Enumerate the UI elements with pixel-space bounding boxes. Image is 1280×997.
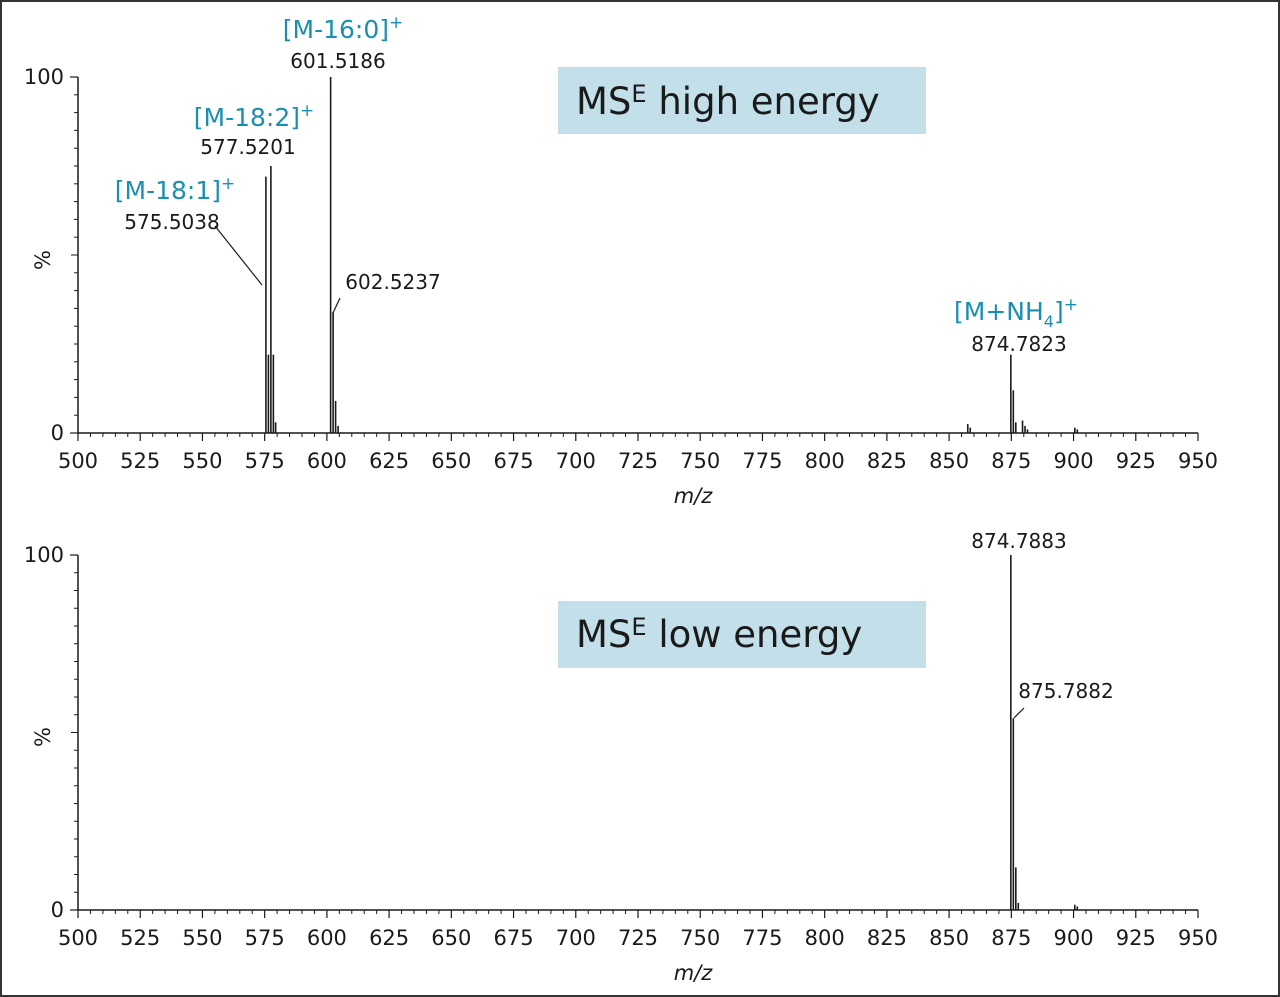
x-tick-label: 625 [369, 449, 409, 473]
mode-label: MSE high energy [576, 80, 880, 123]
x-tick-label: 525 [120, 449, 160, 473]
x-tick-label: 750 [680, 449, 720, 473]
x-tick-label: 900 [1054, 449, 1094, 473]
peak-mz-label: 875.7882 [1018, 679, 1113, 703]
x-tick-label: 625 [369, 926, 409, 950]
x-tick-label: 900 [1054, 926, 1094, 950]
x-tick-label: 700 [556, 449, 596, 473]
x-tick-label: 600 [307, 926, 347, 950]
mode-label-box [558, 67, 926, 134]
peak-mz-label: 575.5038 [124, 210, 219, 234]
x-tick-label: 500 [58, 449, 98, 473]
x-tick-label: 950 [1178, 449, 1218, 473]
x-tick-label: 925 [1116, 926, 1156, 950]
x-tick-label: 875 [991, 926, 1031, 950]
x-tick-label: 825 [867, 449, 907, 473]
y-tick-label: 100 [24, 543, 64, 567]
peak-mz-label: 874.7883 [971, 529, 1066, 553]
x-tick-label: 525 [120, 926, 160, 950]
mode-label-box [558, 601, 926, 668]
ion-label: [M+NH4]+ [954, 295, 1078, 331]
label-leader-line [1013, 707, 1025, 719]
x-tick-label: 800 [805, 926, 845, 950]
y-axis-title: % [31, 250, 55, 270]
peak-mz-label: 874.7823 [971, 332, 1066, 356]
x-tick-label: 750 [680, 926, 720, 950]
peak-mz-label: 602.5237 [345, 270, 440, 294]
spectrum-panel-high-energy: MSE high energy 0 100 500 525 550 575 600 625 650… [24, 13, 1218, 508]
x-tick-label: 675 [494, 926, 534, 950]
x-tick-label: 875 [991, 449, 1031, 473]
x-tick-label: 650 [431, 449, 471, 473]
x-tick-label: 600 [307, 449, 347, 473]
x-tick-label: 575 [245, 449, 285, 473]
peak-mz-label: 601.5186 [290, 49, 385, 73]
y-tick-label: 0 [51, 421, 64, 445]
x-tick-label: 725 [618, 449, 658, 473]
x-tick-label: 775 [742, 449, 782, 473]
x-axis-title: m/z [674, 961, 714, 985]
x-tick-label: 825 [867, 926, 907, 950]
y-tick-label: 100 [24, 65, 64, 89]
x-tick-label: 675 [494, 449, 534, 473]
x-tick-label: 950 [1178, 926, 1218, 950]
peak-mz-label: 577.5201 [200, 135, 295, 159]
label-leader-line [214, 225, 263, 286]
x-tick-label: 775 [742, 926, 782, 950]
x-tick-label: 575 [245, 926, 285, 950]
spectrum-panel-low-energy: MSE low energy 0 100 500 525 550 575 600 625 650 6… [24, 529, 1218, 985]
x-tick-label: 850 [929, 449, 969, 473]
label-leader-line [332, 297, 341, 314]
x-axis-title: m/z [674, 484, 714, 508]
x-tick-label: 725 [618, 926, 658, 950]
x-tick-label: 550 [182, 926, 222, 950]
x-tick-label: 925 [1116, 449, 1156, 473]
y-tick-label: 0 [51, 898, 64, 922]
x-tick-label: 800 [805, 449, 845, 473]
y-axis-title: % [31, 727, 55, 747]
ion-label: [M-18:2]+ [194, 101, 315, 132]
x-tick-label: 700 [556, 926, 596, 950]
x-tick-label: 850 [929, 926, 969, 950]
x-tick-label: 550 [182, 449, 222, 473]
ion-label: [M-18:1]+ [115, 174, 236, 205]
ion-label: [M-16:0]+ [283, 13, 404, 44]
mode-label: MSE low energy [576, 613, 862, 656]
x-tick-label: 500 [58, 926, 98, 950]
x-tick-label: 650 [431, 926, 471, 950]
